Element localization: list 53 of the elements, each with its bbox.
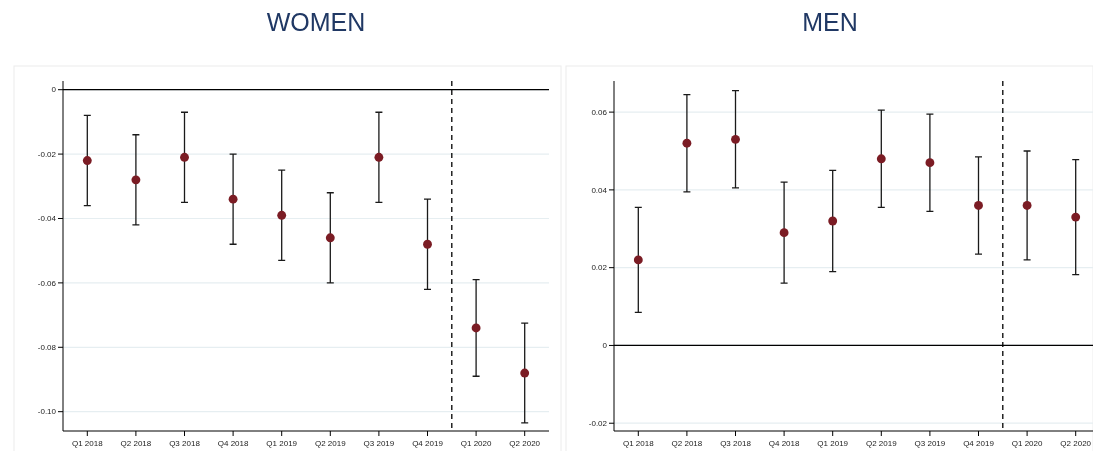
chart-title: WOMEN [266, 8, 366, 36]
point [731, 134, 740, 144]
point [471, 323, 481, 333]
x-tick-label: Q3 2018 [720, 439, 752, 448]
x-tick-label: Q1 2019 [266, 439, 298, 448]
x-tick-label: Q3 2018 [169, 439, 201, 448]
y-tick-label: -0.08 [37, 343, 57, 352]
x-tick-label: Q2 2018 [120, 439, 152, 448]
point [828, 216, 838, 226]
x-tick-label: Q3 2019 [363, 439, 395, 448]
x-tick-label: Q1 2019 [817, 439, 849, 448]
y-tick-label: 0 [602, 341, 608, 351]
point [325, 233, 335, 243]
point [974, 201, 983, 210]
point [277, 210, 287, 220]
x-tick-label: Q3 2019 [914, 439, 946, 448]
x-tick-label: Q2 2019 [865, 439, 898, 448]
point [423, 239, 432, 249]
x-tick-label: Q4 2018 [768, 439, 800, 448]
point [876, 154, 886, 164]
point [633, 255, 643, 265]
y-tick-label: -0.02 [37, 149, 57, 159]
x-tick-label: Q4 2018 [217, 439, 249, 448]
x-tick-label: Q1 2020 [460, 439, 492, 448]
point [131, 175, 141, 185]
x-tick-label: Q2 2019 [314, 439, 347, 448]
point [779, 228, 789, 238]
point [82, 156, 92, 165]
x-tick-label: Q1 2018 [71, 439, 104, 448]
point [1022, 201, 1032, 210]
y-tick-label: -0.02 [588, 418, 608, 428]
y-tick-label: 0.04 [591, 185, 608, 195]
y-tick-label: -0.10 [37, 407, 57, 417]
x-tick-label: Q4 2019 [412, 439, 444, 448]
x-tick-label: Q2 2018 [671, 439, 703, 448]
point [374, 152, 384, 162]
y-tick-label: -0.04 [37, 214, 57, 224]
x-tick-label: Q1 2018 [622, 439, 655, 448]
point [520, 368, 530, 378]
point [180, 152, 189, 162]
y-tick-label: 0 [51, 85, 57, 95]
point [925, 158, 935, 168]
point [682, 138, 692, 148]
point [1071, 212, 1081, 222]
y-tick-label: 0.06 [591, 107, 608, 117]
x-tick-label: Q2 2020 [1060, 439, 1092, 448]
y-tick-label: 0.02 [591, 263, 608, 273]
x-tick-label: Q4 2019 [963, 439, 995, 448]
x-tick-label: Q1 2020 [1011, 439, 1043, 448]
chart-title: MEN [802, 8, 858, 36]
point [228, 194, 238, 204]
y-tick-label: -0.06 [37, 278, 57, 288]
x-tick-label: Q2 2020 [509, 439, 541, 448]
